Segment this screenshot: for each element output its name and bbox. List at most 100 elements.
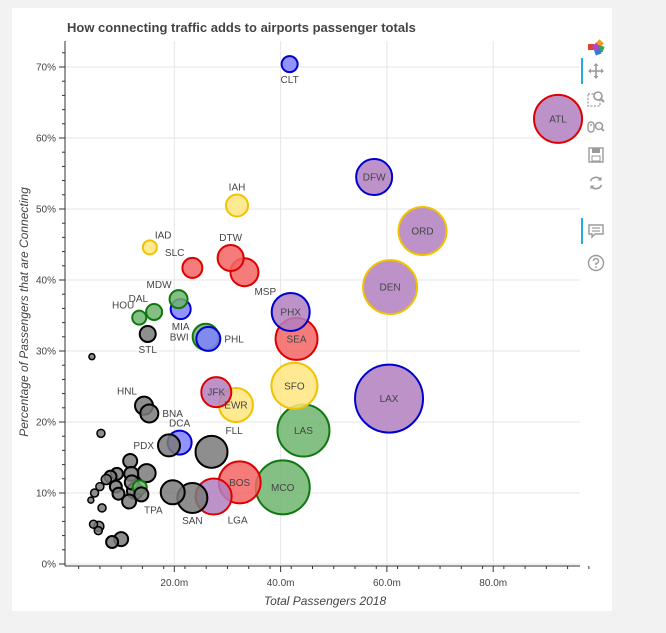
point-jfk bbox=[200, 376, 233, 409]
point bbox=[95, 481, 105, 492]
point-label-lga: LGA bbox=[228, 516, 248, 527]
y-tick-label: 30% bbox=[36, 347, 56, 358]
point bbox=[100, 473, 113, 486]
axes: 0% 10% 20% 30% 40% 50% 60% 70% 20.0m 40.0m 60.0m 80… bbox=[36, 41, 590, 589]
point bbox=[133, 486, 150, 503]
point bbox=[87, 496, 95, 504]
grid bbox=[65, 41, 580, 565]
help-icon bbox=[587, 254, 605, 272]
point-label-dal: DAL bbox=[129, 294, 149, 305]
point-label-hnl: HNL bbox=[117, 387, 137, 398]
point-label-mdw: MDW bbox=[147, 280, 173, 291]
point-iah bbox=[225, 193, 250, 218]
point-lax bbox=[354, 363, 425, 434]
point-fll bbox=[194, 434, 229, 469]
point-label-bwi: BWI bbox=[170, 332, 189, 343]
point-tpa bbox=[159, 479, 186, 506]
point-clt bbox=[280, 55, 299, 74]
save-tool[interactable] bbox=[585, 144, 607, 166]
y-tick-label: 0% bbox=[42, 560, 57, 571]
point-label-san: SAN bbox=[182, 516, 203, 527]
point-den bbox=[362, 259, 419, 316]
point-phx bbox=[270, 291, 311, 332]
point-label-mco: MCO bbox=[271, 483, 295, 494]
x-tick-label: 80.0m bbox=[479, 578, 507, 589]
point-dtw bbox=[216, 243, 245, 272]
y-tick-label: 70% bbox=[36, 63, 56, 74]
point bbox=[121, 493, 138, 510]
y-tick-label: 20% bbox=[36, 418, 56, 429]
box-zoom-tool[interactable] bbox=[585, 88, 607, 110]
point-label-atl: ATL bbox=[549, 114, 567, 125]
point-label-fll: FLL bbox=[226, 426, 244, 437]
y-axis-label: Percentage of Passengers that are Connec… bbox=[17, 187, 31, 437]
point bbox=[93, 525, 104, 536]
point-bna bbox=[139, 403, 160, 424]
save-icon bbox=[588, 147, 604, 163]
chart-panel: How connecting traffic adds to airports … bbox=[12, 8, 612, 611]
point-label-lax: LAX bbox=[380, 394, 399, 405]
x-tick-label: 20.0m bbox=[160, 578, 188, 589]
hover-tool[interactable] bbox=[585, 220, 607, 242]
point bbox=[96, 428, 106, 439]
point-label-sea: SEA bbox=[287, 334, 307, 345]
wheel-zoom-tool[interactable] bbox=[585, 116, 607, 138]
point-label-mia: MIA bbox=[172, 322, 190, 333]
x-axis-label: Total Passengers 2018 bbox=[264, 594, 387, 608]
reset-tool[interactable] bbox=[585, 172, 607, 194]
point-hou bbox=[131, 309, 148, 326]
x-tick-label: 60.0m bbox=[373, 578, 401, 589]
y-tick-label: 50% bbox=[36, 205, 56, 216]
point-pdx bbox=[156, 433, 181, 458]
point bbox=[111, 486, 126, 501]
point-slc bbox=[181, 256, 204, 279]
point-sfo bbox=[270, 361, 319, 410]
point-label-phl: PHL bbox=[224, 334, 244, 345]
chart-canvas: How connecting traffic adds to airports … bbox=[17, 20, 590, 608]
point-label-tpa: TPA bbox=[144, 505, 163, 516]
point-label-ord: ORD bbox=[411, 227, 433, 238]
point-label-dca: DCA bbox=[169, 419, 190, 430]
point bbox=[88, 519, 99, 529]
point-label-las: LAS bbox=[294, 426, 313, 437]
point-label-phx: PHX bbox=[280, 307, 301, 318]
point-dal bbox=[145, 302, 164, 321]
hover-tool-active-marker bbox=[581, 218, 583, 244]
point bbox=[89, 488, 100, 498]
point-labels: ATL ORD DFW DEN LAX CLT IAH PHX SEA SFO LAS MCO BOS L… bbox=[112, 75, 567, 527]
point-label-iah: IAH bbox=[229, 182, 246, 193]
help-tool[interactable] bbox=[585, 252, 607, 274]
point-label-jfk: JFK bbox=[207, 388, 225, 399]
point-label-hou: HOU bbox=[112, 301, 134, 312]
point bbox=[105, 534, 120, 549]
chart-title: How connecting traffic adds to airports … bbox=[67, 20, 416, 35]
data-points bbox=[87, 55, 584, 549]
point-label-bos: BOS bbox=[229, 478, 250, 489]
reset-icon bbox=[589, 176, 603, 190]
point-label-slc: SLC bbox=[165, 248, 184, 259]
point-label-iad: IAD bbox=[155, 230, 172, 241]
point-label-dfw: DFW bbox=[363, 173, 386, 184]
point-label-ewr: EWR bbox=[224, 400, 247, 411]
point bbox=[97, 503, 107, 513]
point-label-clt: CLT bbox=[281, 75, 299, 86]
point-ord bbox=[397, 206, 448, 257]
point-label-stl: STL bbox=[139, 345, 158, 356]
y-tick-label: 10% bbox=[36, 489, 56, 500]
point-dfw bbox=[355, 158, 394, 197]
pan-tool[interactable] bbox=[585, 60, 607, 82]
box-zoom-icon bbox=[587, 91, 605, 107]
point-atl bbox=[533, 93, 584, 144]
bokeh-logo bbox=[585, 36, 607, 58]
point-label-bna: BNA bbox=[162, 409, 183, 420]
point-label-den: DEN bbox=[380, 283, 401, 294]
wheel-zoom-icon bbox=[587, 121, 605, 133]
pan-tool-active-marker bbox=[581, 58, 583, 84]
y-tick-label: 40% bbox=[36, 276, 56, 287]
point-label-dtw: DTW bbox=[219, 233, 242, 244]
point-iad bbox=[141, 239, 158, 256]
x-tick-label: 40.0m bbox=[267, 578, 295, 589]
point-phl bbox=[195, 325, 222, 352]
point-stl bbox=[138, 324, 157, 343]
y-tick-label: 60% bbox=[36, 134, 56, 145]
